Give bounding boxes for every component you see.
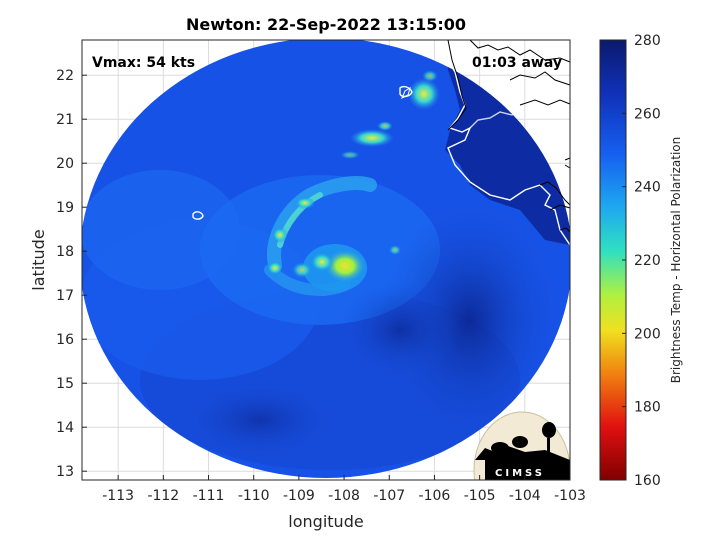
y-tick-label: 14 bbox=[56, 420, 74, 436]
y-tick-label: 15 bbox=[56, 376, 74, 392]
colorbar-tick-label: 180 bbox=[634, 400, 661, 416]
x-axis-label: longitude bbox=[288, 512, 363, 531]
colorbar-tick-label: 160 bbox=[634, 473, 661, 489]
x-tick-label: -113 bbox=[102, 488, 134, 504]
colorbar-tick-label: 220 bbox=[634, 253, 661, 269]
y-tick-label: 20 bbox=[56, 156, 74, 172]
y-tick-label: 19 bbox=[56, 200, 74, 216]
y-tick-label: 18 bbox=[56, 244, 74, 260]
colorbar-tick-label: 240 bbox=[634, 180, 661, 196]
y-tick-label: 13 bbox=[56, 464, 74, 480]
vmax-label: Vmax: 54 kts bbox=[92, 55, 195, 71]
x-axis: -113 -112 -111 -110 -109 -108 -107 -106 -105 -104… bbox=[102, 475, 586, 504]
x-tick-label: -112 bbox=[147, 488, 179, 504]
y-axis-label: latitude bbox=[29, 229, 48, 290]
cimss-logo: CIMSS bbox=[473, 411, 570, 480]
x-tick-label: -108 bbox=[328, 488, 360, 504]
x-tick-label: -105 bbox=[464, 488, 496, 504]
x-tick-label: -103 bbox=[554, 488, 586, 504]
y-tick-label: 22 bbox=[56, 68, 74, 84]
y-tick-label: 17 bbox=[56, 288, 74, 304]
chart-title: Newton: 22-Sep-2022 13:15:00 bbox=[186, 15, 466, 34]
x-tick-label: -110 bbox=[238, 488, 270, 504]
x-tick-label: -106 bbox=[419, 488, 451, 504]
x-tick-label: -111 bbox=[193, 488, 225, 504]
x-tick-label: -104 bbox=[509, 488, 541, 504]
land-borders bbox=[447, 39, 571, 233]
colorbar-ticks: 280 260 240 220 200 180 160 bbox=[622, 33, 661, 489]
x-tick-label: -109 bbox=[283, 488, 315, 504]
logo-text: CIMSS bbox=[495, 468, 545, 479]
colorbar-tick-label: 260 bbox=[634, 106, 661, 122]
colorbar-tick-label: 280 bbox=[634, 33, 661, 49]
colorbar-label: Brightness Temp - Horizontal Polarizatio… bbox=[669, 137, 683, 384]
y-tick-label: 16 bbox=[56, 332, 74, 348]
time-away-label: 01:03 away bbox=[472, 55, 562, 71]
x-tick-label: -107 bbox=[373, 488, 405, 504]
axes-frame bbox=[81, 39, 571, 481]
colorbar-tick-label: 200 bbox=[634, 326, 661, 342]
y-axis: 13 14 15 16 17 18 19 20 21 22 bbox=[56, 68, 87, 480]
y-tick-label: 21 bbox=[56, 112, 74, 128]
